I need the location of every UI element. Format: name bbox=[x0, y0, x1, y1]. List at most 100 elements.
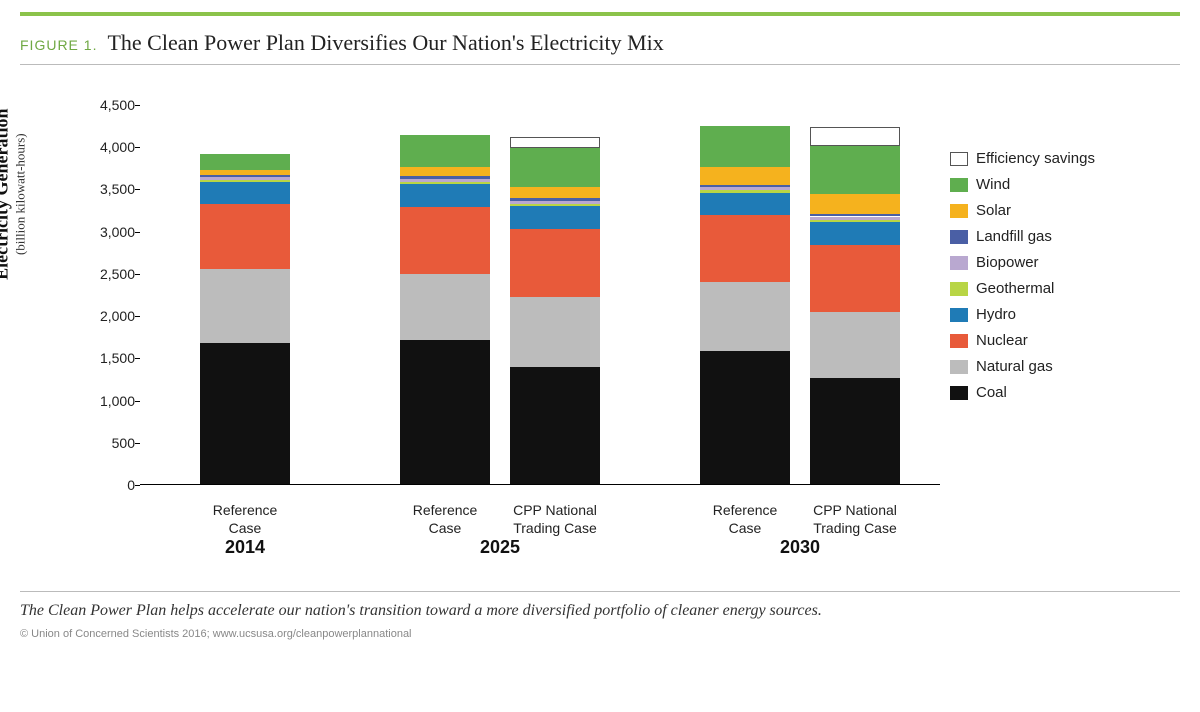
y-tick-label: 3,500 bbox=[75, 181, 135, 197]
bar-x-label: CPP National Trading Case bbox=[813, 501, 897, 537]
legend-label: Solar bbox=[976, 202, 1011, 219]
caption-text: The Clean Power Plan helps accelerate ou… bbox=[20, 602, 1180, 620]
segment-naturalgas bbox=[700, 282, 790, 350]
bar-ref_2014 bbox=[200, 154, 290, 484]
segment-coal bbox=[200, 343, 290, 484]
bar-x-label: Reference Case bbox=[713, 501, 778, 537]
bar-ref_2025 bbox=[400, 135, 490, 484]
segment-nuclear bbox=[200, 204, 290, 269]
y-tick-mark bbox=[135, 358, 140, 359]
legend-item-nuclear: Nuclear bbox=[950, 332, 1150, 349]
plot-area: 05001,0001,5002,0002,5003,0003,5004,0004… bbox=[140, 105, 940, 485]
y-tick-mark bbox=[135, 401, 140, 402]
legend-label: Coal bbox=[976, 384, 1007, 401]
legend-item-landfill: Landfill gas bbox=[950, 228, 1150, 245]
legend-item-solar: Solar bbox=[950, 202, 1150, 219]
y-tick-label: 2,500 bbox=[75, 266, 135, 282]
segment-nuclear bbox=[510, 229, 600, 297]
accent-rule bbox=[20, 12, 1180, 16]
segment-hydro bbox=[400, 184, 490, 207]
year-label: 2025 bbox=[400, 537, 600, 558]
y-tick-label: 4,000 bbox=[75, 139, 135, 155]
legend-item-biopower: Biopower bbox=[950, 254, 1150, 271]
legend: Efficiency savings Wind Solar Landfill gas B… bbox=[950, 150, 1150, 410]
legend-label: Landfill gas bbox=[976, 228, 1052, 245]
y-tick-label: 500 bbox=[75, 435, 135, 451]
legend-item-coal: Coal bbox=[950, 384, 1150, 401]
figure-label: FIGURE 1. bbox=[20, 37, 97, 53]
legend-label: Wind bbox=[976, 176, 1010, 193]
segment-wind bbox=[400, 135, 490, 166]
chart-area: Electricity Generation (billion kilowatt… bbox=[20, 95, 1180, 565]
segment-nuclear bbox=[700, 215, 790, 282]
segment-coal bbox=[400, 340, 490, 484]
legend-swatch bbox=[950, 230, 968, 244]
y-tick-label: 3,000 bbox=[75, 224, 135, 240]
segment-hydro bbox=[810, 222, 900, 245]
segment-solar bbox=[510, 187, 600, 198]
segment-nuclear bbox=[400, 207, 490, 274]
y-tick-label: 0 bbox=[75, 477, 135, 493]
year-label: 2014 bbox=[200, 537, 290, 558]
segment-hydro bbox=[200, 182, 290, 204]
legend-swatch bbox=[950, 256, 968, 270]
segment-hydro bbox=[700, 193, 790, 216]
segment-biopower bbox=[810, 217, 900, 220]
y-axis-title-sub: (billion kilowatt-hours) bbox=[13, 108, 29, 279]
segment-efficiency bbox=[510, 137, 600, 148]
bar-x-label: CPP National Trading Case bbox=[513, 501, 597, 537]
y-tick-mark bbox=[135, 316, 140, 317]
bar-x-label: Reference Case bbox=[213, 501, 278, 537]
y-axis-title-main: Electricity Generation bbox=[0, 108, 13, 279]
segment-nuclear bbox=[810, 245, 900, 312]
y-tick-label: 4,500 bbox=[75, 97, 135, 113]
bar-ref_2030 bbox=[700, 126, 790, 484]
y-tick-label: 2,000 bbox=[75, 308, 135, 324]
legend-label: Geothermal bbox=[976, 280, 1054, 297]
segment-geothermal bbox=[200, 180, 290, 182]
y-tick-mark bbox=[135, 485, 140, 486]
figure-title: The Clean Power Plan Diversifies Our Nat… bbox=[107, 30, 663, 55]
y-tick-mark bbox=[135, 105, 140, 106]
segment-coal bbox=[810, 378, 900, 484]
legend-swatch bbox=[950, 178, 968, 192]
legend-label: Hydro bbox=[976, 306, 1016, 323]
segment-landfill bbox=[810, 214, 900, 217]
segment-coal bbox=[700, 351, 790, 484]
segment-landfill bbox=[700, 185, 790, 188]
segment-wind bbox=[700, 126, 790, 167]
segment-landfill bbox=[400, 176, 490, 179]
y-tick-mark bbox=[135, 274, 140, 275]
segment-solar bbox=[400, 167, 490, 177]
segment-geothermal bbox=[700, 190, 790, 193]
segment-wind bbox=[200, 154, 290, 170]
segment-geothermal bbox=[400, 182, 490, 185]
caption-area: The Clean Power Plan helps accelerate ou… bbox=[20, 591, 1180, 620]
figure-header: FIGURE 1. The Clean Power Plan Diversifi… bbox=[20, 30, 1180, 65]
segment-efficiency bbox=[810, 127, 900, 146]
legend-label: Natural gas bbox=[976, 358, 1053, 375]
y-tick-label: 1,000 bbox=[75, 393, 135, 409]
segment-naturalgas bbox=[200, 269, 290, 343]
y-tick-mark bbox=[135, 232, 140, 233]
legend-swatch bbox=[950, 152, 968, 166]
segment-biopower bbox=[400, 179, 490, 182]
y-axis-title: Electricity Generation (billion kilowatt… bbox=[0, 108, 29, 279]
legend-item-hydro: Hydro bbox=[950, 306, 1150, 323]
legend-swatch bbox=[950, 334, 968, 348]
credit-text: © Union of Concerned Scientists 2016; ww… bbox=[20, 628, 1180, 640]
bar-cpp_2030 bbox=[810, 127, 900, 484]
segment-landfill bbox=[510, 198, 600, 201]
segment-geothermal bbox=[810, 220, 900, 223]
bar-x-label: Reference Case bbox=[413, 501, 478, 537]
segment-biopower bbox=[200, 177, 290, 180]
legend-item-efficiency: Efficiency savings bbox=[950, 150, 1150, 167]
segment-naturalgas bbox=[400, 274, 490, 341]
segment-landfill bbox=[200, 175, 290, 177]
segment-geothermal bbox=[510, 204, 600, 207]
legend-swatch bbox=[950, 360, 968, 374]
segment-wind bbox=[810, 146, 900, 194]
segment-coal bbox=[510, 367, 600, 484]
segment-biopower bbox=[700, 187, 790, 190]
legend-item-naturalgas: Natural gas bbox=[950, 358, 1150, 375]
